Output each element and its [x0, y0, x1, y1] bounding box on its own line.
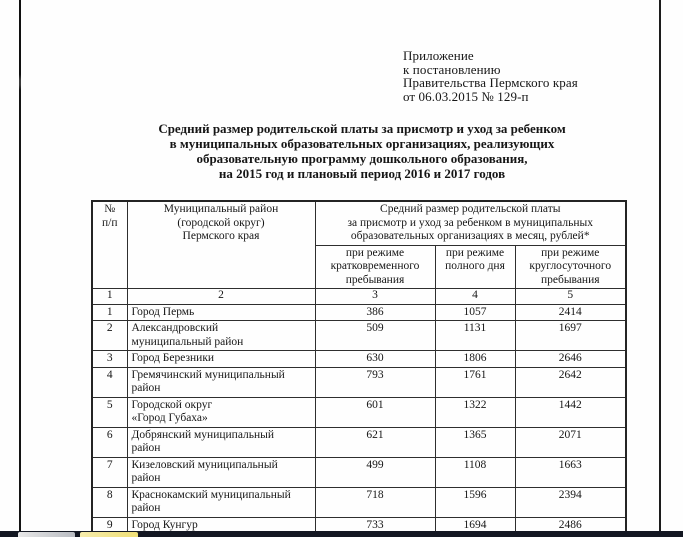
payment-table-container: № п/п Муниципальный район (городской окр…: [91, 200, 627, 531]
row-round-clock-value: 2394: [514, 486, 627, 518]
scan-edge-line-left: [19, 0, 21, 531]
row-number: 3: [91, 350, 128, 368]
row-number: 1: [91, 303, 128, 321]
row-full-day-value: 1806: [434, 350, 516, 368]
row-district: Город Березники: [126, 350, 316, 368]
row-round-clock-value: 2486: [514, 516, 627, 531]
row-short-stay-value: 718: [314, 486, 436, 518]
table-row: 6 Добрянский муниципальный район 621 136…: [91, 426, 627, 458]
appendix-reference-line: от 06.03.2015 № 129-п: [403, 88, 529, 104]
subheader-full-day: при режиме полного дня: [434, 244, 516, 289]
table-row: 1 Город Пермь 386 1057 2414: [91, 303, 627, 321]
table-row: 7 Кизеловский муниципальный район 499 11…: [91, 456, 627, 488]
row-full-day-value: 1322: [434, 396, 516, 428]
column-number: 2: [126, 288, 316, 305]
column-numbering-row: 1 2 3 4 5: [91, 288, 627, 305]
taskbar-item-yellow[interactable]: [80, 532, 138, 537]
document-title: Средний размер родительской платы за при…: [92, 121, 632, 181]
row-number: 5: [91, 396, 128, 428]
row-district: Город Пермь: [126, 303, 316, 321]
row-district: Кизеловский муниципальный район: [126, 456, 316, 488]
appendix-reference-line: Правительства Пермского края: [403, 75, 578, 90]
row-round-clock-value: 2642: [514, 366, 627, 398]
row-full-day-value: 1131: [434, 320, 516, 351]
row-full-day-value: 1365: [434, 426, 516, 458]
appendix-reference-line: Приложение: [403, 48, 474, 63]
row-short-stay-value: 386: [314, 303, 436, 321]
row-round-clock-value: 1663: [514, 456, 627, 488]
row-short-stay-value: 630: [314, 350, 436, 368]
row-round-clock-value: 1442: [514, 396, 627, 428]
table-row-partially-cut: 9 Город Кунгур 733 1694 2486: [91, 516, 627, 531]
table-row: 4 Гремячинский муниципальный район 793 1…: [91, 366, 627, 398]
row-district: Александровский муниципальный район: [126, 320, 316, 351]
row-number: 9: [91, 516, 128, 531]
row-number: 6: [91, 426, 128, 458]
subheader-round-clock: при режиме круглосуточного пребывания: [514, 244, 627, 289]
column-number: 4: [434, 288, 516, 305]
row-round-clock-value: 2071: [514, 426, 627, 458]
table-subheader-row: при режиме кратковременного пребывания п…: [92, 244, 627, 289]
row-short-stay-value: 621: [314, 426, 436, 458]
payment-table: № п/п Муниципальный район (городской окр…: [91, 200, 627, 531]
row-short-stay-value: 509: [314, 320, 436, 351]
header-payment-group: Средний размер родительской платы за при…: [314, 200, 627, 246]
row-district: Город Кунгур: [126, 516, 316, 531]
document-title-line: в муниципальных образовательных организа…: [169, 136, 555, 151]
table-row: 3 Город Березники 630 1806 2646: [91, 350, 627, 368]
appendix-reference-block: Приложение к постановлению Правительства…: [403, 49, 578, 103]
row-full-day-value: 1761: [434, 366, 516, 398]
row-short-stay-value: 601: [314, 396, 436, 428]
document-title-line: Средний размер родительской платы за при…: [158, 121, 566, 136]
row-short-stay-value: 793: [314, 366, 436, 398]
row-short-stay-value: 733: [314, 516, 436, 531]
row-round-clock-value: 2414: [514, 303, 627, 321]
row-full-day-value: 1596: [434, 486, 516, 518]
row-number: 4: [91, 366, 128, 398]
column-number: 1: [91, 288, 128, 305]
row-district: Гремячинский муниципальный район: [126, 366, 316, 398]
taskbar-item-gray[interactable]: [18, 532, 75, 537]
appendix-reference-line: к постановлению: [403, 61, 501, 77]
row-district: Добрянский муниципальный район: [126, 426, 316, 458]
row-district: Городской округ «Город Губаха»: [126, 396, 316, 428]
table-row: 8 Краснокамский муниципальный район 718 …: [91, 486, 627, 518]
table-row: 2 Александровский муниципальный район 50…: [91, 320, 627, 351]
taskbar-strip: [0, 531, 683, 537]
header-district: Муниципальный район (городской округ) Пе…: [126, 200, 316, 289]
row-short-stay-value: 499: [314, 456, 436, 488]
row-full-day-value: 1694: [434, 516, 516, 531]
row-full-day-value: 1108: [434, 456, 516, 488]
subheader-short-stay: при режиме кратковременного пребывания: [314, 244, 436, 289]
row-round-clock-value: 2646: [514, 350, 627, 368]
row-district: Краснокамский муниципальный район: [126, 486, 316, 518]
row-full-day-value: 1057: [434, 303, 516, 321]
document-title-line: образовательную программу дошкольного об…: [196, 151, 528, 166]
table-header-row: № п/п Муниципальный район (городской окр…: [91, 200, 627, 289]
document-title-line: на 2015 год и плановый период 2016 и 201…: [218, 166, 506, 181]
table-row: 5 Городской округ «Город Губаха» 601 132…: [91, 396, 627, 428]
row-number: 2: [91, 320, 128, 351]
row-number: 7: [91, 456, 128, 488]
column-number: 3: [314, 288, 436, 305]
header-num: № п/п: [91, 200, 128, 289]
row-round-clock-value: 1697: [514, 320, 627, 351]
row-number: 8: [91, 486, 128, 518]
column-number: 5: [514, 288, 627, 305]
scan-edge-line-right: [659, 0, 661, 531]
